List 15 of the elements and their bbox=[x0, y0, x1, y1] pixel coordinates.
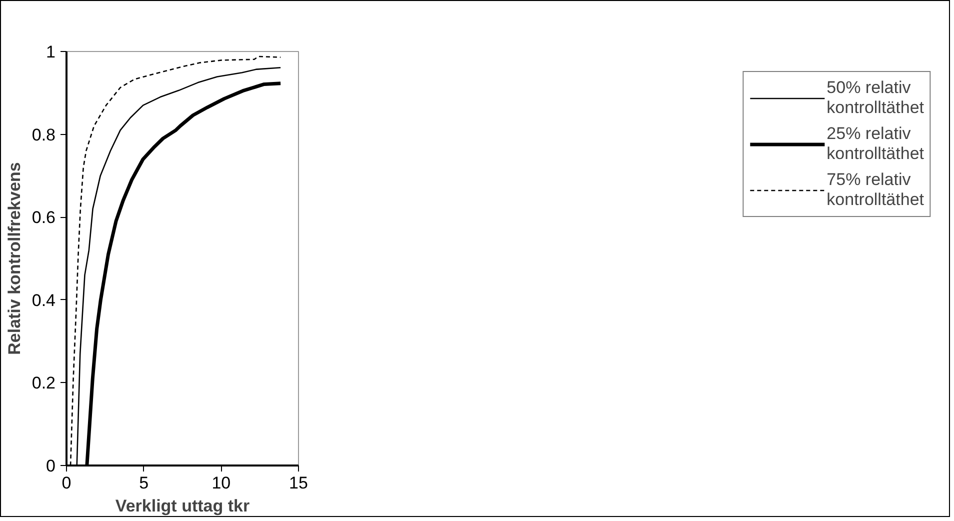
y-tick-label: 0.6 bbox=[32, 208, 56, 228]
y-tick-label: 0.2 bbox=[32, 374, 56, 393]
y-tick-label: 0.8 bbox=[32, 125, 56, 144]
y-tick-label: 1 bbox=[46, 42, 56, 62]
y-tick-label: 0 bbox=[46, 456, 56, 476]
x-tick-label: 15 bbox=[289, 474, 308, 492]
x-axis-title: Verkligt uttag tkr bbox=[115, 496, 250, 516]
legend-label: 25% relativ kontrolltäthet bbox=[826, 124, 924, 164]
legend-label: 75% relativ kontrolltäthet bbox=[826, 170, 924, 210]
x-tick-label: 10 bbox=[212, 474, 231, 492]
x-tick-label: 0 bbox=[62, 474, 72, 492]
y-tick-label: 0.4 bbox=[32, 290, 56, 310]
y-axis-title: Relativ kontrollfrekvens bbox=[4, 162, 24, 355]
x-tick-label: 5 bbox=[139, 474, 149, 492]
legend-label: 50% relativ kontrolltäthet bbox=[826, 78, 924, 118]
